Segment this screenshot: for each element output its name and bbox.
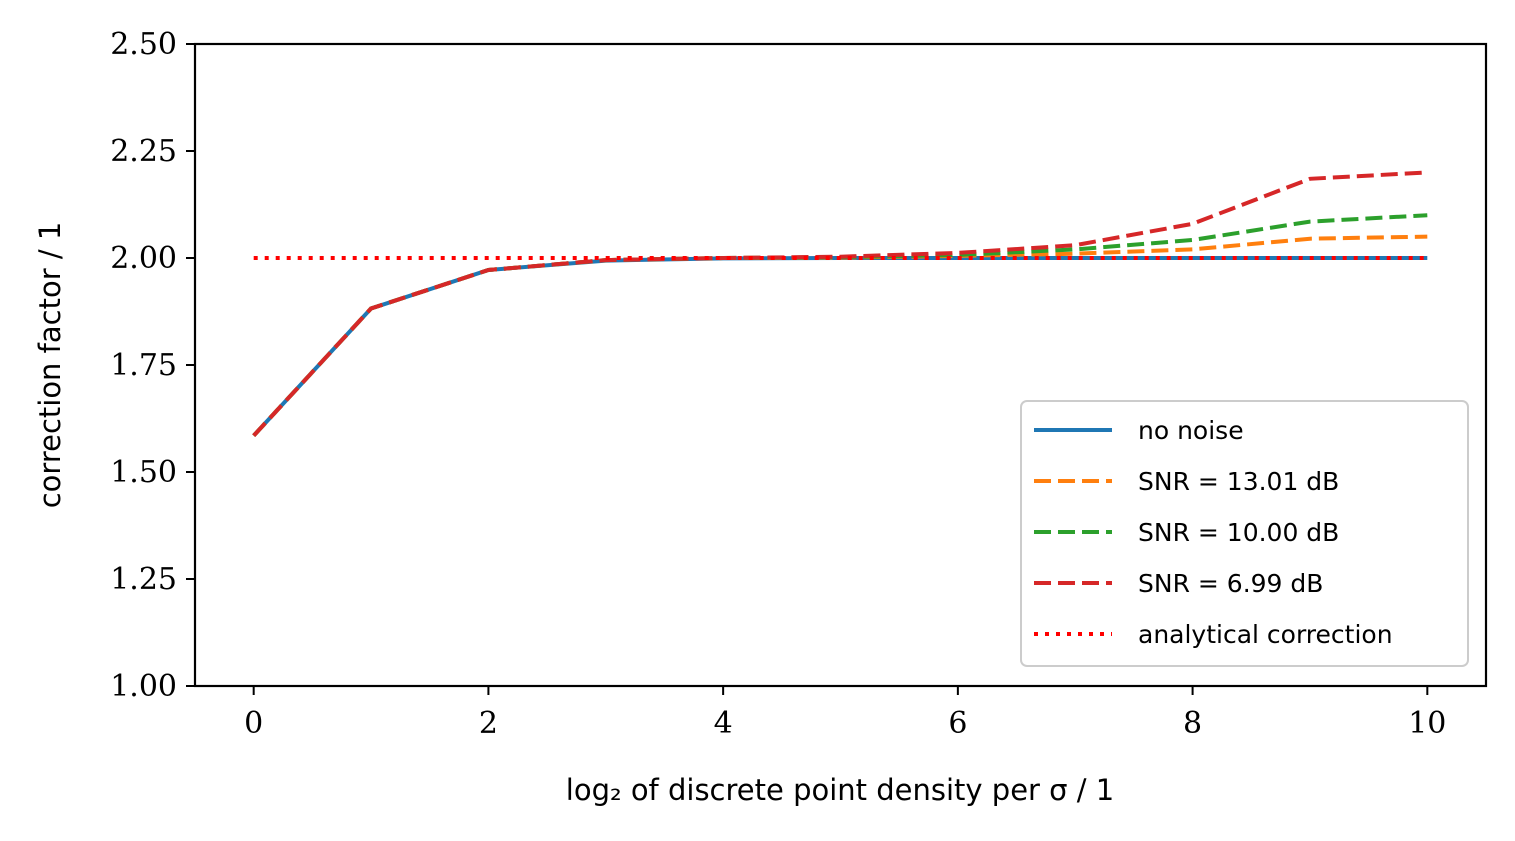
y-tick-label: 2.50 xyxy=(110,27,177,62)
legend-label-4: SNR = 6.99 dB xyxy=(1138,569,1323,598)
x-axis-ticks: 0 2 4 6 8 10 xyxy=(244,686,1446,741)
legend: no noise SNR = 13.01 dB SNR = 10.00 dB SNR … xyxy=(1020,400,1469,667)
x-tick-label: 2 xyxy=(479,706,498,741)
y-tick-label: 2.25 xyxy=(110,134,177,169)
y-axis-ticks: 1.00 1.25 1.50 1.75 2.00 2.25 2.50 xyxy=(110,27,195,704)
series-line-4 xyxy=(252,170,1428,437)
y-tick-label: 1.75 xyxy=(110,348,177,383)
legend-box xyxy=(1020,400,1469,667)
x-tick-label: 8 xyxy=(1183,706,1202,741)
legend-label-1: no noise xyxy=(1138,416,1244,445)
y-tick-label: 2.00 xyxy=(110,241,177,276)
x-tick-label: 0 xyxy=(244,706,263,741)
y-tick-label: 1.25 xyxy=(110,562,177,597)
x-tick-label: 6 xyxy=(948,706,967,741)
legend-label-3: SNR = 10.00 dB xyxy=(1138,518,1339,547)
y-axis-label: correction factor / 1 xyxy=(33,222,67,509)
x-axis-label: log₂ of discrete point density per σ / 1 xyxy=(566,773,1114,807)
y-tick-label: 1.50 xyxy=(110,455,177,490)
x-tick-label: 4 xyxy=(714,706,733,741)
legend-entries: no noise SNR = 13.01 dB SNR = 10.00 dB SNR … xyxy=(1034,416,1393,649)
x-tick-label: 10 xyxy=(1408,706,1446,741)
legend-label-2: SNR = 13.01 dB xyxy=(1138,467,1339,496)
y-tick-label: 1.00 xyxy=(110,669,177,704)
plot-lines xyxy=(252,170,1428,437)
legend-label-5: analytical correction xyxy=(1138,620,1393,649)
